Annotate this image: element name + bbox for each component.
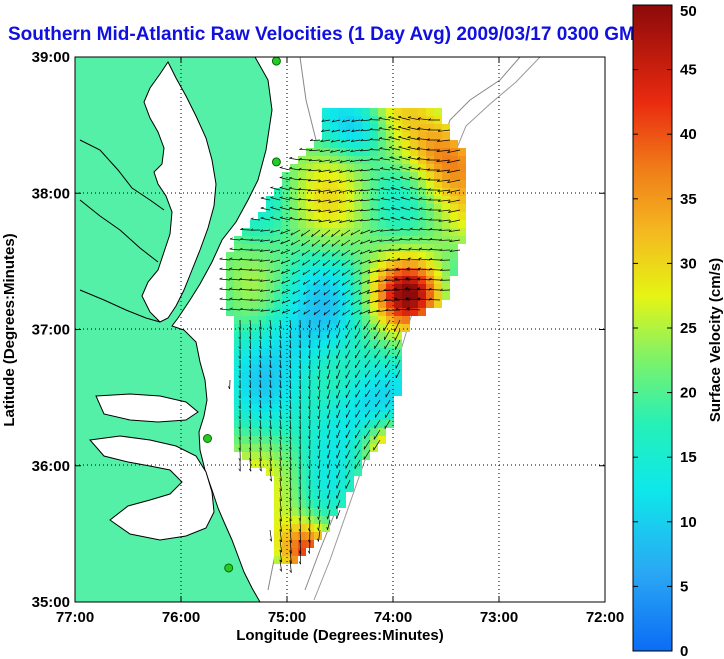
land-mass: [75, 57, 273, 602]
x-axis-label: Longitude (Degrees:Minutes): [236, 627, 444, 644]
x-tick-label: 75:00: [268, 609, 306, 626]
colorbar-tick-label: 45: [680, 62, 697, 79]
colorbar-tick-label: 0: [680, 643, 688, 659]
y-tick-label: 35:00: [32, 594, 70, 611]
y-tick-label: 36:00: [32, 458, 70, 475]
colorbar-tick-label: 30: [680, 255, 697, 272]
albemarle-sound: [95, 393, 199, 423]
station-marker: [271, 57, 281, 66]
river-potomac: [79, 139, 165, 211]
colorbar-tick-label: 5: [680, 578, 688, 595]
map-grid: [75, 57, 605, 602]
y-tick-label: 38:00: [32, 185, 70, 202]
station-marker: [271, 157, 281, 167]
y-ticks: 39:00 38:00 37:00 36:00 35:00: [32, 49, 605, 611]
station-marker: [203, 434, 212, 443]
colorbar-tick-label: 10: [680, 514, 697, 531]
x-tick-label: 73:00: [480, 609, 518, 626]
y-tick-label: 37:00: [32, 322, 70, 339]
river-james: [79, 289, 161, 323]
chart-title: Southern Mid-Atlantic Raw Velocities (1 …: [8, 24, 647, 45]
x-ticks: 77:00 76:00 75:00 74:00 73:00 72:00: [56, 57, 624, 626]
colorbar-label: Surface Velocity (cm/s): [707, 258, 724, 422]
colorbar-tick-label: 35: [680, 191, 697, 208]
colorbar-tick-label: 15: [680, 449, 697, 466]
x-tick-label: 76:00: [162, 609, 200, 626]
colorbar-tick-label: 20: [680, 385, 697, 402]
x-tick-label: 77:00: [56, 609, 94, 626]
velocity-field: [219, 108, 466, 573]
station-marker: [224, 563, 234, 573]
colorbar: [632, 4, 673, 652]
river-rappahannock: [79, 199, 159, 263]
x-tick-label: 74:00: [374, 609, 412, 626]
colorbar-ticks: 0 5 10 15 20 25 30 35 40 45 50: [633, 3, 697, 659]
pamlico-sound: [89, 435, 215, 541]
y-axis-label: Latitude (Degrees:Minutes): [1, 233, 18, 426]
colorbar-tick-label: 25: [680, 320, 697, 337]
y-tick-label: 39:00: [32, 49, 70, 66]
colorbar-tick-label: 50: [680, 3, 697, 20]
x-tick-label: 72:00: [586, 609, 624, 626]
chesapeake-bay: [141, 61, 217, 323]
colorbar-tick-label: 40: [680, 126, 697, 143]
hf-radar-stations: [203, 57, 281, 573]
